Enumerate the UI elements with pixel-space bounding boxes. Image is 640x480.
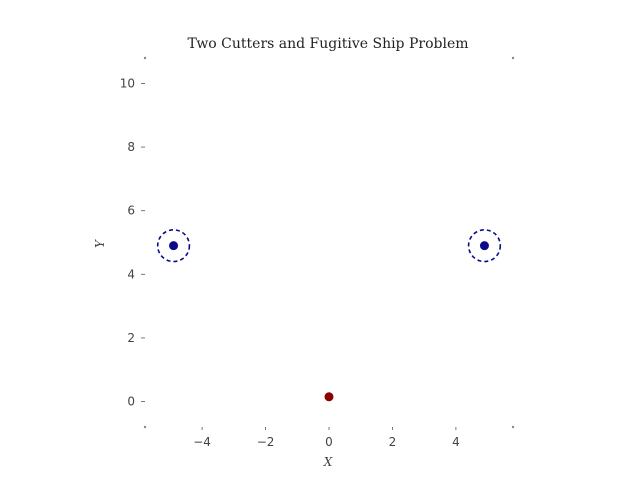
cutter-point (479, 241, 489, 251)
capture-radius-ring (467, 229, 502, 263)
y-tick-label: 0 (127, 395, 135, 409)
y-tick-label: 8 (127, 140, 135, 154)
chart-title: Two Cutters and Fugitive Ship Problem (187, 36, 468, 52)
x-axis: −4 −2 0 2 4 (193, 427, 460, 449)
x-tick-label: 4 (452, 435, 460, 449)
y-tick-label: 10 (120, 76, 135, 90)
corner-marker-bottom-left (143, 425, 147, 429)
corner-marker-top-left (143, 56, 147, 60)
x-tick-label: −2 (257, 435, 275, 449)
cutter-point (169, 241, 179, 251)
fugitive-ship-point (324, 392, 334, 402)
y-tick-label: 4 (127, 267, 135, 281)
x-tick-label: 2 (389, 435, 397, 449)
y-tick-label: 6 (127, 204, 135, 218)
x-tick-label: −4 (193, 435, 211, 449)
corner-marker-top-right (511, 56, 515, 60)
plot-marks (156, 229, 502, 402)
y-axis-label: Y (93, 239, 107, 248)
x-tick-label: 0 (325, 435, 333, 449)
corner-marker-bottom-right (511, 425, 515, 429)
x-axis-label: X (323, 455, 333, 469)
y-tick-label: 2 (127, 331, 135, 345)
capture-radius-ring (156, 229, 191, 263)
y-axis: 0 2 4 6 8 10 (120, 76, 145, 409)
